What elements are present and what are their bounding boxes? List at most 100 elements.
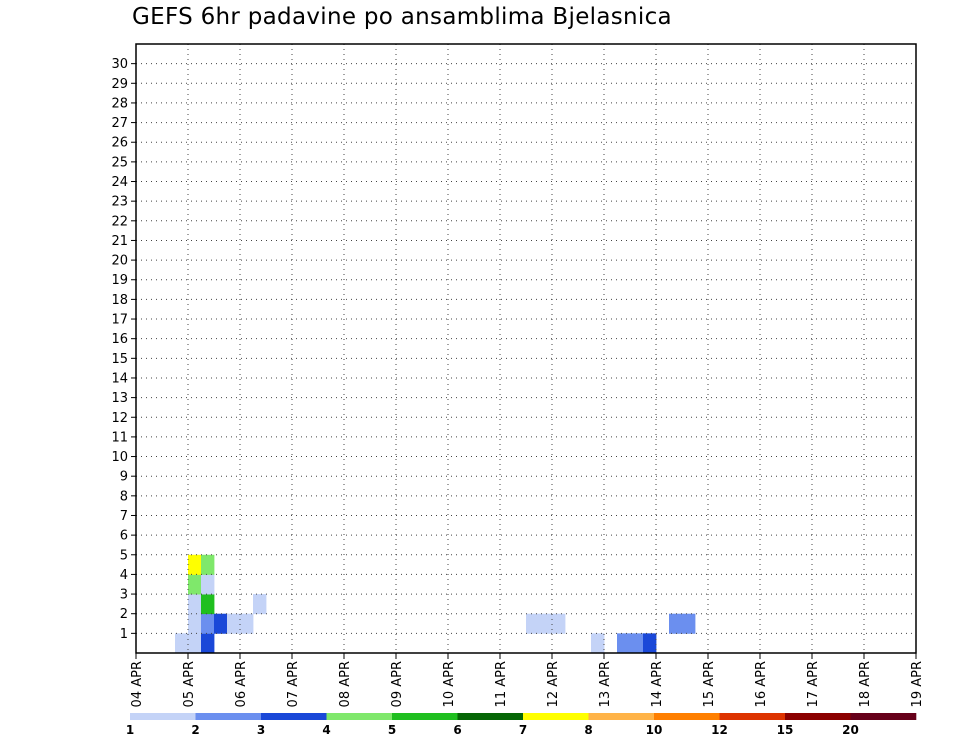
y-tick-label: 25 xyxy=(111,155,128,170)
y-tick-label: 21 xyxy=(111,234,128,249)
y-tick-label: 16 xyxy=(111,332,128,347)
x-tick-label: 14 APR xyxy=(650,661,665,707)
y-tick-label: 2 xyxy=(120,607,128,622)
heatmap-cell xyxy=(539,613,553,634)
x-tick-label: 07 APR xyxy=(286,661,301,707)
y-tick-label: 26 xyxy=(111,136,128,151)
y-tick-label: 4 xyxy=(120,568,128,583)
y-tick-label: 1 xyxy=(120,627,128,642)
heatmap-cell xyxy=(552,613,566,634)
colorbar-segment xyxy=(785,713,851,720)
y-tick-label: 24 xyxy=(111,175,128,190)
colorbar-segment xyxy=(457,713,524,720)
y-tick-label: 7 xyxy=(120,509,128,524)
heatmap-cell xyxy=(201,554,215,575)
plot-frame xyxy=(135,43,917,654)
heatmap-cell xyxy=(669,613,683,634)
heatmap-cell xyxy=(526,613,540,634)
colorbar-segment xyxy=(588,713,655,720)
y-tick-label: 28 xyxy=(111,96,128,111)
colorbar-segment xyxy=(523,713,589,720)
colorbar-segment xyxy=(392,713,458,720)
x-tick-label: 12 APR xyxy=(546,661,561,707)
heatmap-cell xyxy=(227,613,241,634)
y-tick-label: 12 xyxy=(111,411,128,426)
y-tick-label: 20 xyxy=(111,254,128,269)
colorbar-label: 12 xyxy=(711,723,728,737)
colorbar-segment xyxy=(850,713,917,720)
y-tick-label: 14 xyxy=(111,371,128,386)
x-tick-label: 04 APR xyxy=(130,661,145,707)
x-tick-label: 11 APR xyxy=(494,661,509,707)
y-tick-label: 15 xyxy=(111,352,128,367)
heatmap-cell xyxy=(201,613,215,634)
colorbar-segment xyxy=(326,713,393,720)
x-tick-label: 10 APR xyxy=(442,661,457,707)
colorbar-label: 1 xyxy=(126,723,134,737)
heatmap-cell xyxy=(214,613,228,634)
x-tick-label: 16 APR xyxy=(754,661,769,707)
y-tick-label: 3 xyxy=(120,588,128,603)
heatmap-cell xyxy=(643,633,657,654)
colorbar-label: 2 xyxy=(191,723,199,737)
x-tick-label: 17 APR xyxy=(806,661,821,707)
y-tick-label: 23 xyxy=(111,195,128,210)
colorbar-segment xyxy=(719,713,786,720)
heatmap-cell xyxy=(630,633,644,654)
y-tick-label: 27 xyxy=(111,116,128,131)
x-tick-label: 06 APR xyxy=(234,661,249,707)
colorbar: 1 2 3 4 5 6 7 8 10 12 15 20 xyxy=(126,713,917,737)
heatmap-cell xyxy=(253,594,267,615)
y-tick-label: 17 xyxy=(111,313,128,328)
x-tick-label: 18 APR xyxy=(858,661,873,707)
y-tick-label: 11 xyxy=(111,430,128,445)
x-tick-label: 13 APR xyxy=(598,661,613,707)
y-tick-label: 8 xyxy=(120,489,128,504)
colorbar-label: 20 xyxy=(842,723,859,737)
colorbar-label: 3 xyxy=(257,723,265,737)
y-tick-label: 10 xyxy=(111,450,128,465)
colorbar-segment xyxy=(195,713,262,720)
heatmap-cell xyxy=(188,574,202,595)
heatmap-cell xyxy=(188,594,202,615)
colorbar-label: 5 xyxy=(388,723,396,737)
x-tick-label: 05 APR xyxy=(182,661,197,707)
chart-title: GEFS 6hr padavine po ansamblima Bjelasni… xyxy=(132,4,672,30)
colorbar-label: 10 xyxy=(646,723,663,737)
y-tick-label: 30 xyxy=(111,57,128,72)
y-tick-label: 13 xyxy=(111,391,128,406)
heatmap-cells xyxy=(175,554,696,654)
y-tick-label: 5 xyxy=(120,548,128,563)
y-axis: 1234567891011121314151617181920212223242… xyxy=(111,57,136,642)
y-tick-label: 18 xyxy=(111,293,128,308)
x-axis: 04 APR 05 APR 06 APR 07 APR 08 APR 09 APR 10 A… xyxy=(130,653,925,707)
heatmap-cell xyxy=(188,633,202,654)
heatmap-cell xyxy=(188,613,202,634)
colorbar-label: 8 xyxy=(584,723,592,737)
x-tick-label: 15 APR xyxy=(702,661,717,707)
heatmap-cell xyxy=(240,613,254,634)
y-tick-label: 9 xyxy=(120,470,128,485)
colorbar-label: 15 xyxy=(777,723,794,737)
y-tick-label: 6 xyxy=(120,529,128,544)
heatmap-cell xyxy=(682,613,696,634)
heatmap-cell xyxy=(188,554,202,575)
heatmap-cell xyxy=(617,633,631,654)
colorbar-segment xyxy=(654,713,720,720)
x-tick-label: 08 APR xyxy=(338,661,353,707)
colorbar-segment xyxy=(261,713,327,720)
y-tick-label: 22 xyxy=(111,214,128,229)
colorbar-label: 7 xyxy=(519,723,527,737)
heatmap-cell xyxy=(201,594,215,615)
y-tick-label: 19 xyxy=(111,273,128,288)
heatmap-cell xyxy=(175,633,189,654)
heatmap-cell xyxy=(201,633,215,654)
colorbar-label: 4 xyxy=(322,723,330,737)
grid-lines xyxy=(136,44,916,653)
heatmap-cell xyxy=(201,574,215,595)
colorbar-label: 6 xyxy=(453,723,461,737)
x-tick-label: 19 APR xyxy=(910,661,925,707)
x-tick-label: 09 APR xyxy=(390,661,405,707)
colorbar-segment xyxy=(130,713,196,720)
